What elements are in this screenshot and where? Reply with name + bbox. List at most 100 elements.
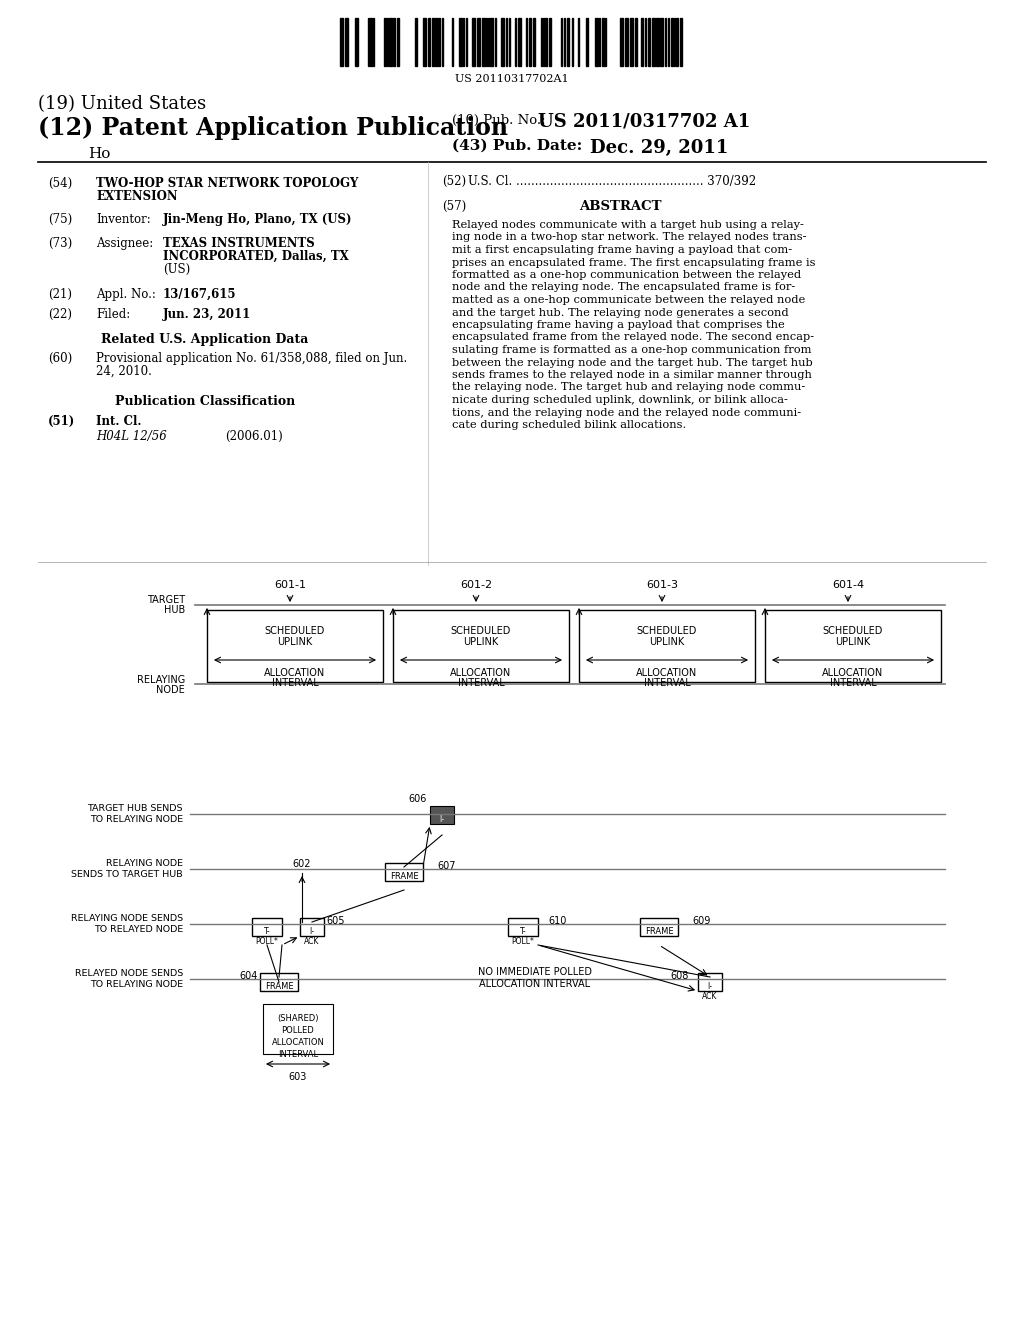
Text: cate during scheduled bilink allocations.: cate during scheduled bilink allocations… <box>452 420 686 430</box>
Text: Assignee:: Assignee: <box>96 238 154 249</box>
Text: 13/167,615: 13/167,615 <box>163 288 237 301</box>
Text: INTERVAL: INTERVAL <box>644 678 690 688</box>
Text: US 2011/0317702 A1: US 2011/0317702 A1 <box>538 112 751 129</box>
Bar <box>698 973 722 991</box>
Bar <box>252 917 282 936</box>
Bar <box>640 917 678 936</box>
Text: sends frames to the relayed node in a similar manner through: sends frames to the relayed node in a si… <box>452 370 812 380</box>
Text: (60): (60) <box>48 352 73 366</box>
Text: I-
ACK: I- ACK <box>434 814 450 834</box>
Bar <box>534 18 535 66</box>
Bar <box>641 18 643 66</box>
Bar <box>660 18 663 66</box>
Text: mit a first encapsulating frame having a payload that com-: mit a first encapsulating frame having a… <box>452 246 793 255</box>
Text: 601-1: 601-1 <box>274 579 306 590</box>
Text: TARGET HUB SENDS: TARGET HUB SENDS <box>87 804 183 813</box>
Bar <box>389 18 392 66</box>
Text: (19) United States: (19) United States <box>38 95 206 114</box>
Text: TEXAS INSTRUMENTS: TEXAS INSTRUMENTS <box>163 238 314 249</box>
Text: encapsulated frame from the relayed node. The second encap-: encapsulated frame from the relayed node… <box>452 333 814 342</box>
Bar <box>671 18 673 66</box>
Text: Filed:: Filed: <box>96 308 130 321</box>
Bar <box>676 18 678 66</box>
Bar <box>355 18 358 66</box>
Text: SCHEDULED: SCHEDULED <box>637 626 697 636</box>
Bar <box>656 18 659 66</box>
Bar <box>393 18 395 66</box>
Text: T-
POLL*: T- POLL* <box>512 927 535 946</box>
Bar <box>477 18 480 66</box>
Text: SENDS TO TARGET HUB: SENDS TO TARGET HUB <box>72 870 183 879</box>
Text: 601-4: 601-4 <box>831 579 864 590</box>
Text: Inventor:: Inventor: <box>96 213 151 226</box>
Text: (51): (51) <box>48 414 75 428</box>
Text: Ho: Ho <box>88 147 111 161</box>
Text: US 20110317702A1: US 20110317702A1 <box>456 74 568 84</box>
Text: FRAME: FRAME <box>264 982 293 991</box>
Bar <box>652 18 655 66</box>
Bar <box>595 18 598 66</box>
Text: FRAME: FRAME <box>390 873 419 880</box>
Bar <box>345 18 348 66</box>
Bar <box>680 18 682 66</box>
Text: U.S. Cl. .................................................. 370/392: U.S. Cl. ...............................… <box>468 176 756 187</box>
Text: nicate during scheduled uplink, downlink, or bilink alloca-: nicate during scheduled uplink, downlink… <box>452 395 787 405</box>
Text: 602: 602 <box>293 859 311 869</box>
Bar <box>765 610 941 682</box>
Bar <box>490 18 493 66</box>
Text: RELAYING NODE SENDS: RELAYING NODE SENDS <box>71 913 183 923</box>
Text: Dec. 29, 2011: Dec. 29, 2011 <box>590 139 728 157</box>
Text: Related U.S. Application Data: Related U.S. Application Data <box>101 333 308 346</box>
Text: UPLINK: UPLINK <box>464 638 499 647</box>
Text: 606: 606 <box>409 795 427 804</box>
Text: Relayed nodes communicate with a target hub using a relay-: Relayed nodes communicate with a target … <box>452 220 804 230</box>
Text: between the relaying node and the target hub. The target hub: between the relaying node and the target… <box>452 358 813 367</box>
Bar <box>630 18 633 66</box>
Bar <box>501 18 504 66</box>
Text: node and the relaying node. The encapsulated frame is for-: node and the relaying node. The encapsul… <box>452 282 796 293</box>
Text: 605: 605 <box>327 916 345 927</box>
Text: INTERVAL: INTERVAL <box>271 678 318 688</box>
Bar <box>263 1005 333 1053</box>
Bar <box>648 18 650 66</box>
Text: TO RELAYING NODE: TO RELAYING NODE <box>90 979 183 989</box>
Text: prises an encapsulated frame. The first encapsulating frame is: prises an encapsulated frame. The first … <box>452 257 815 268</box>
Text: 609: 609 <box>692 916 711 927</box>
Bar <box>384 18 386 66</box>
Text: Jun. 23, 2011: Jun. 23, 2011 <box>163 308 251 321</box>
Text: ABSTRACT: ABSTRACT <box>579 201 662 213</box>
Bar <box>508 917 538 936</box>
Text: encapsulating frame having a payload that comprises the: encapsulating frame having a payload tha… <box>452 319 784 330</box>
Text: ALLOCATION: ALLOCATION <box>636 668 697 678</box>
Text: UPLINK: UPLINK <box>649 638 685 647</box>
Text: POLLED: POLLED <box>282 1026 314 1035</box>
Bar <box>340 18 343 66</box>
Text: (22): (22) <box>48 308 72 321</box>
Text: ALLOCATION: ALLOCATION <box>271 1038 325 1047</box>
Text: and the target hub. The relaying node generates a second: and the target hub. The relaying node ge… <box>452 308 788 318</box>
Bar <box>428 18 430 66</box>
Bar <box>385 863 423 880</box>
Text: ALLOCATION: ALLOCATION <box>451 668 512 678</box>
Text: (12) Patent Application Publication: (12) Patent Application Publication <box>38 116 508 140</box>
Text: Provisional application No. 61/358,088, filed on Jun.: Provisional application No. 61/358,088, … <box>96 352 408 366</box>
Bar <box>579 610 755 682</box>
Bar <box>635 18 637 66</box>
Text: SCHEDULED: SCHEDULED <box>823 626 883 636</box>
Text: NO IMMEDIATE POLLED: NO IMMEDIATE POLLED <box>478 968 592 977</box>
Bar <box>472 18 475 66</box>
Text: (52): (52) <box>442 176 466 187</box>
Text: 601-3: 601-3 <box>646 579 678 590</box>
Text: NODE: NODE <box>157 685 185 696</box>
Text: INTERVAL: INTERVAL <box>458 678 505 688</box>
Bar <box>393 610 569 682</box>
Text: ALLOCATION: ALLOCATION <box>822 668 884 678</box>
Text: 604: 604 <box>240 972 258 981</box>
Text: UPLINK: UPLINK <box>836 638 870 647</box>
Text: ALLOCATION: ALLOCATION <box>264 668 326 678</box>
Text: the relaying node. The target hub and relaying node commu-: the relaying node. The target hub and re… <box>452 383 805 392</box>
Text: (10) Pub. No.:: (10) Pub. No.: <box>452 114 546 127</box>
Bar <box>482 18 485 66</box>
Text: (54): (54) <box>48 177 73 190</box>
Bar <box>549 18 551 66</box>
